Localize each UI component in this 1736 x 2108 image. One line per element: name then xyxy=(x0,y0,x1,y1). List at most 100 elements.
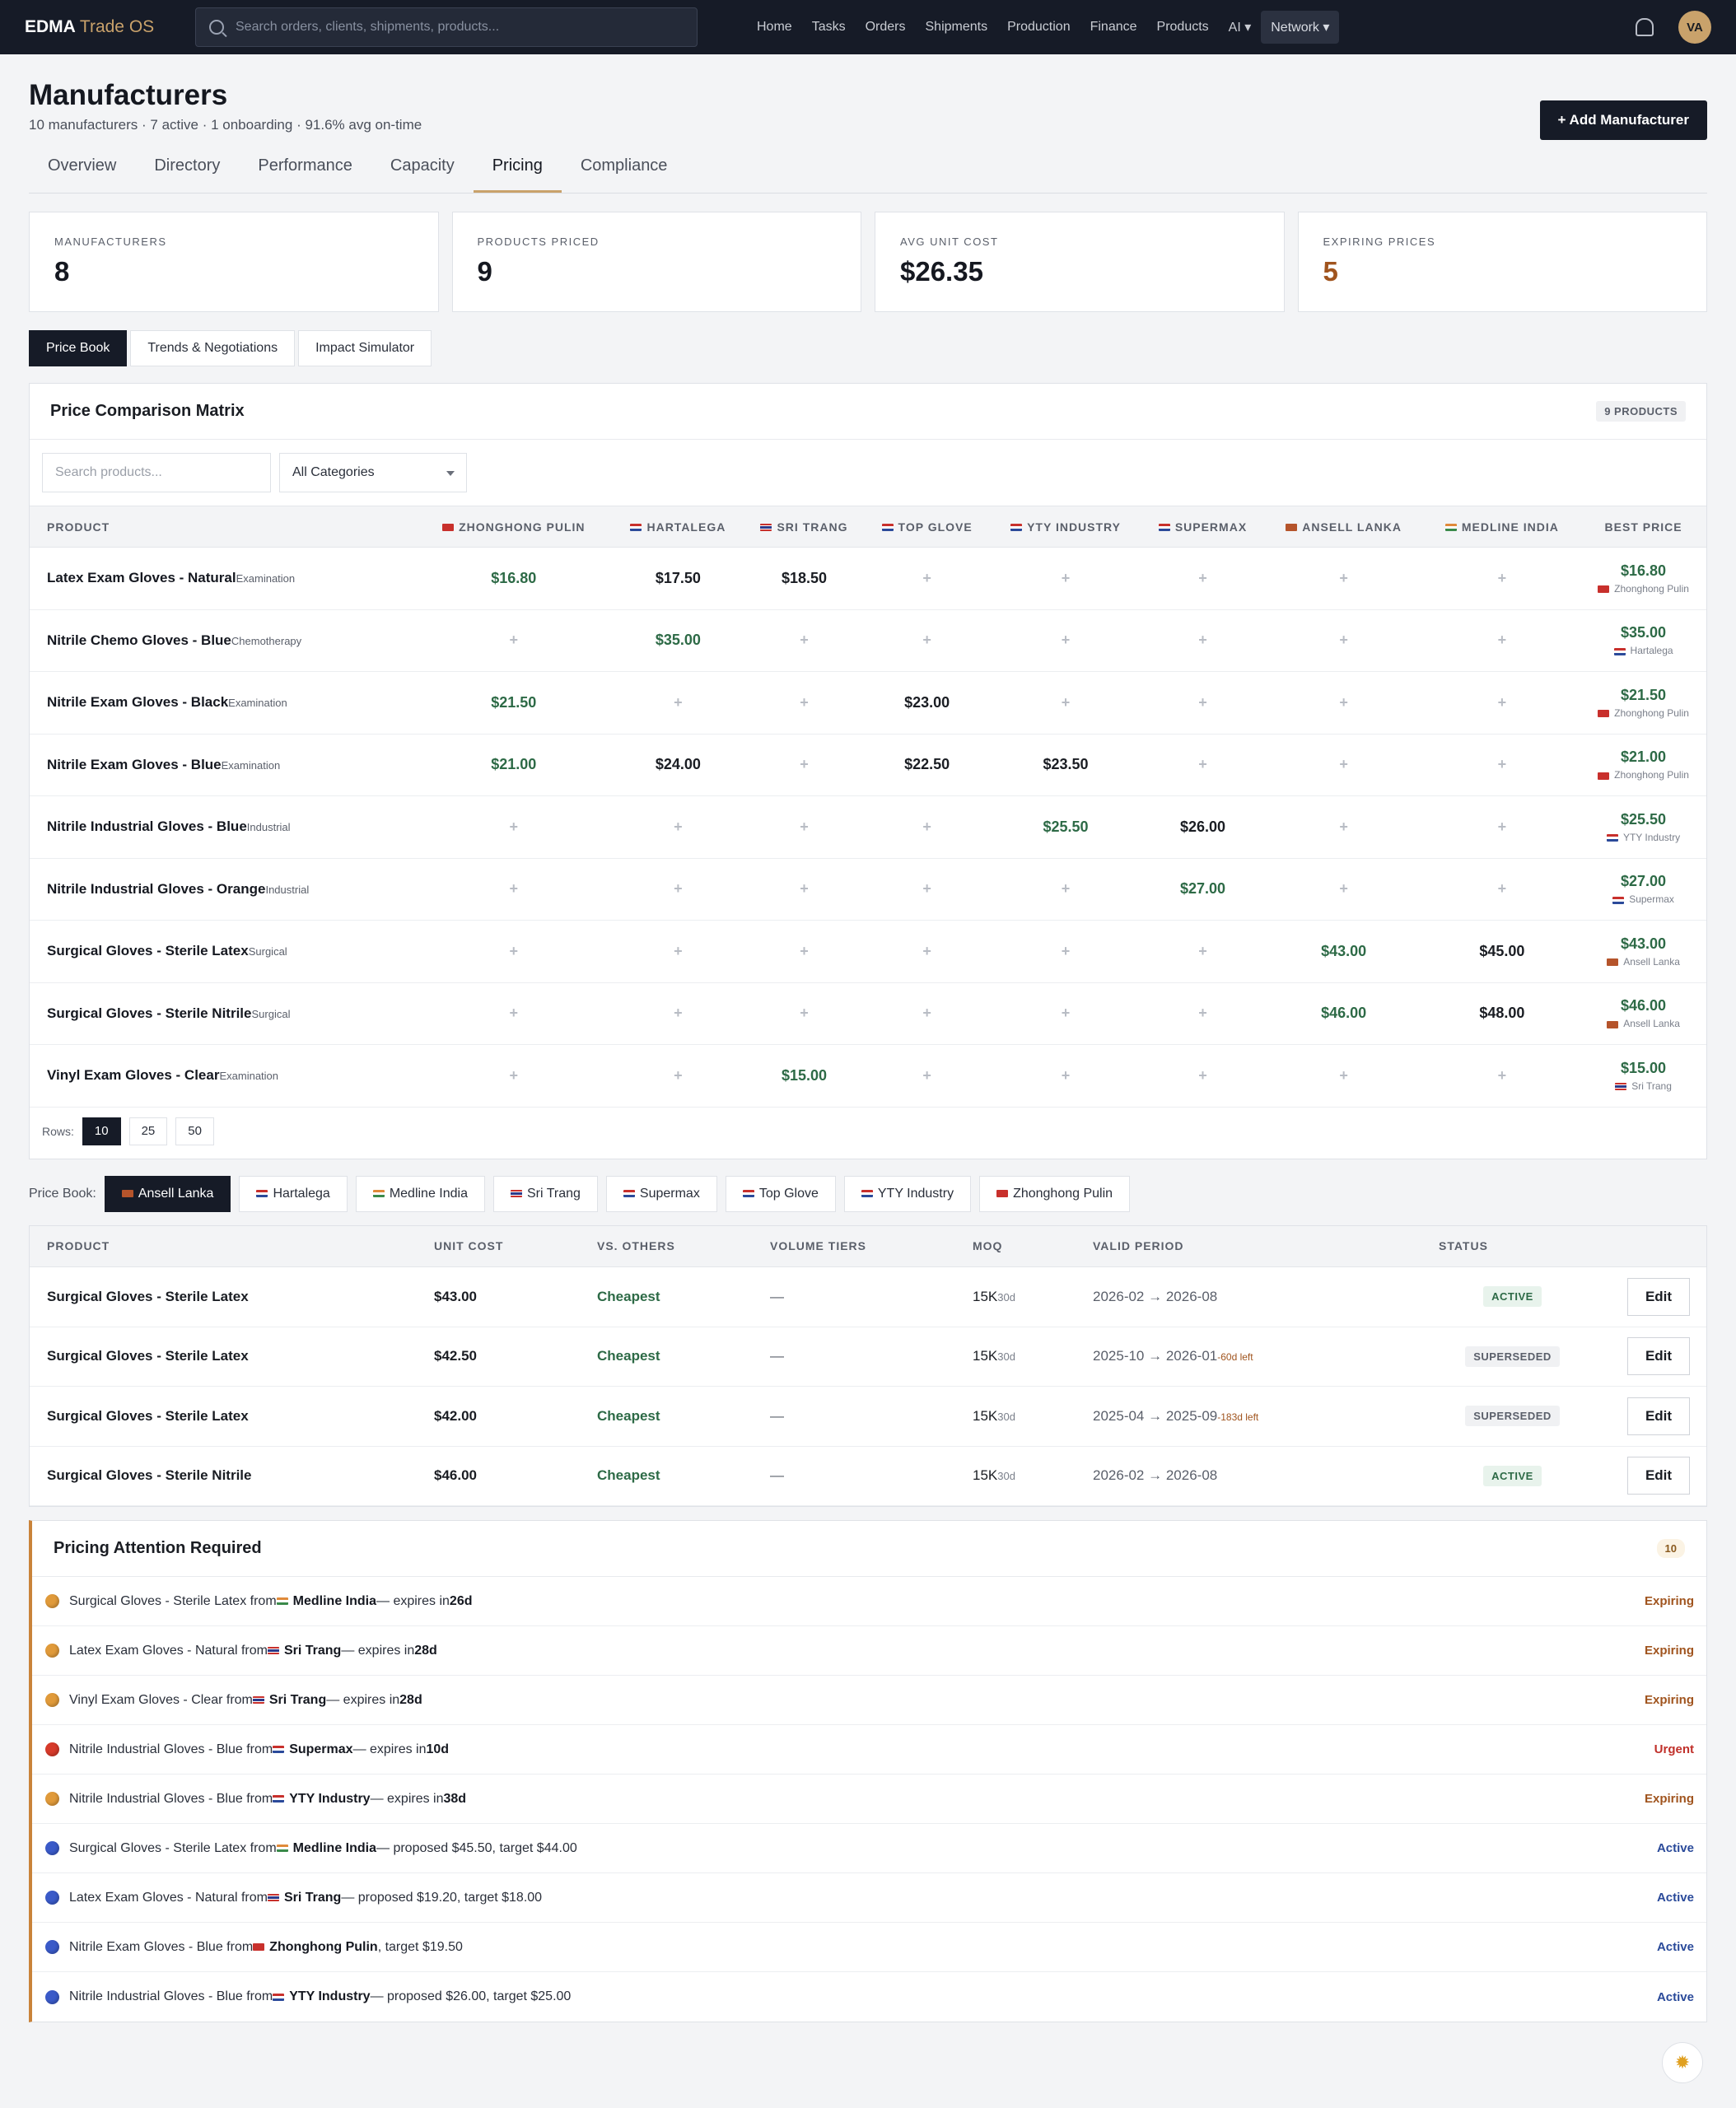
price-book-chip[interactable]: Ansell Lanka xyxy=(104,1175,231,1212)
matrix-empty-cell[interactable]: + xyxy=(415,609,613,672)
matrix-empty-cell[interactable]: + xyxy=(989,982,1142,1045)
matrix-price-cell[interactable]: $21.50 xyxy=(415,671,613,735)
nav-item-6[interactable]: Products xyxy=(1156,20,1209,34)
matrix-empty-cell[interactable]: + xyxy=(612,671,744,735)
matrix-empty-cell[interactable]: + xyxy=(1141,547,1264,610)
matrix-price-cell[interactable]: $15.00 xyxy=(744,1044,865,1108)
edit-button[interactable]: Edit xyxy=(1627,1457,1690,1495)
matrix-empty-cell[interactable]: + xyxy=(1423,547,1581,610)
rows-option-10[interactable]: 10 xyxy=(82,1117,121,1145)
category-select[interactable]: All Categories xyxy=(279,453,467,492)
add-manufacturer-button[interactable]: + Add Manufacturer xyxy=(1539,100,1707,140)
attention-item[interactable]: Vinyl Exam Gloves - Clear from Sri Trang… xyxy=(32,1676,1706,1725)
matrix-empty-cell[interactable]: + xyxy=(612,858,744,921)
subtab-1[interactable]: Trends & Negotiations xyxy=(130,330,296,366)
matrix-empty-cell[interactable]: + xyxy=(864,547,990,610)
nav-item-2[interactable]: Orders xyxy=(865,20,906,34)
matrix-empty-cell[interactable]: + xyxy=(989,609,1142,672)
matrix-empty-cell[interactable]: + xyxy=(744,982,865,1045)
matrix-empty-cell[interactable]: + xyxy=(1141,982,1264,1045)
global-search-input[interactable]: Search orders, clients, shipments, produ… xyxy=(195,7,698,47)
matrix-empty-cell[interactable]: + xyxy=(612,982,744,1045)
matrix-empty-cell[interactable]: + xyxy=(1141,920,1264,983)
price-book-chip[interactable]: Medline India xyxy=(355,1175,485,1212)
matrix-empty-cell[interactable]: + xyxy=(1423,671,1581,735)
attention-item[interactable]: Surgical Gloves - Sterile Latex from Med… xyxy=(32,1824,1706,1873)
matrix-price-cell[interactable]: $46.00 xyxy=(1263,982,1424,1045)
matrix-empty-cell[interactable]: + xyxy=(1141,609,1264,672)
matrix-empty-cell[interactable]: + xyxy=(1263,858,1424,921)
matrix-empty-cell[interactable]: + xyxy=(864,795,990,859)
attention-item[interactable]: Nitrile Industrial Gloves - Blue from YT… xyxy=(32,1972,1706,2022)
matrix-empty-cell[interactable]: + xyxy=(989,671,1142,735)
matrix-empty-cell[interactable]: + xyxy=(1141,734,1264,796)
matrix-empty-cell[interactable]: + xyxy=(1263,671,1424,735)
matrix-empty-cell[interactable]: + xyxy=(1423,734,1581,796)
tab-compliance[interactable]: Compliance xyxy=(580,156,668,175)
nav-item-1[interactable]: Tasks xyxy=(811,20,846,34)
matrix-empty-cell[interactable]: + xyxy=(744,858,865,921)
matrix-empty-cell[interactable]: + xyxy=(1141,671,1264,735)
matrix-empty-cell[interactable]: + xyxy=(415,982,613,1045)
price-book-chip[interactable]: Supermax xyxy=(605,1175,717,1212)
matrix-empty-cell[interactable]: + xyxy=(1423,1044,1581,1108)
price-book-chip[interactable]: Top Glove xyxy=(725,1175,836,1212)
matrix-price-cell[interactable]: $17.50 xyxy=(612,547,744,610)
tab-overview[interactable]: Overview xyxy=(48,156,117,175)
matrix-empty-cell[interactable]: + xyxy=(1141,1044,1264,1108)
matrix-price-cell[interactable]: $26.00 xyxy=(1141,795,1264,859)
matrix-price-cell[interactable]: $16.80 xyxy=(415,547,613,610)
matrix-price-cell[interactable]: $43.00 xyxy=(1263,920,1424,983)
subtab-2[interactable]: Impact Simulator xyxy=(298,330,432,366)
matrix-empty-cell[interactable]: + xyxy=(415,795,613,859)
matrix-empty-cell[interactable]: + xyxy=(415,858,613,921)
price-book-chip[interactable]: YTY Industry xyxy=(843,1175,972,1212)
matrix-price-cell[interactable]: $21.00 xyxy=(415,734,613,796)
matrix-empty-cell[interactable]: + xyxy=(744,734,865,796)
matrix-empty-cell[interactable]: + xyxy=(744,609,865,672)
matrix-empty-cell[interactable]: + xyxy=(1423,858,1581,921)
rows-option-50[interactable]: 50 xyxy=(175,1117,214,1145)
matrix-empty-cell[interactable]: + xyxy=(1263,547,1424,610)
attention-item[interactable]: Latex Exam Gloves - Natural from Sri Tra… xyxy=(32,1626,1706,1676)
matrix-price-cell[interactable]: $18.50 xyxy=(744,547,865,610)
matrix-price-cell[interactable]: $27.00 xyxy=(1141,858,1264,921)
matrix-empty-cell[interactable]: + xyxy=(744,671,865,735)
matrix-empty-cell[interactable]: + xyxy=(612,795,744,859)
matrix-empty-cell[interactable]: + xyxy=(1263,795,1424,859)
attention-item[interactable]: Latex Exam Gloves - Natural from Sri Tra… xyxy=(32,1873,1706,1923)
matrix-empty-cell[interactable]: + xyxy=(612,1044,744,1108)
matrix-price-cell[interactable]: $23.00 xyxy=(864,671,990,735)
matrix-empty-cell[interactable]: + xyxy=(744,920,865,983)
matrix-price-cell[interactable]: $22.50 xyxy=(864,734,990,796)
matrix-empty-cell[interactable]: + xyxy=(989,920,1142,983)
nav-item-8[interactable]: Network ▾ xyxy=(1261,11,1340,44)
matrix-price-cell[interactable]: $25.50 xyxy=(989,795,1142,859)
matrix-empty-cell[interactable]: + xyxy=(864,982,990,1045)
matrix-price-cell[interactable]: $24.00 xyxy=(612,734,744,796)
edit-button[interactable]: Edit xyxy=(1627,1277,1690,1316)
product-search-input[interactable]: Search products... xyxy=(42,453,271,492)
matrix-empty-cell[interactable]: + xyxy=(1263,734,1424,796)
matrix-empty-cell[interactable]: + xyxy=(1263,1044,1424,1108)
tab-capacity[interactable]: Capacity xyxy=(390,156,455,175)
attention-item[interactable]: Surgical Gloves - Sterile Latex from Med… xyxy=(32,1577,1706,1626)
price-book-chip[interactable]: Sri Trang xyxy=(492,1175,598,1212)
matrix-price-cell[interactable]: $45.00 xyxy=(1423,920,1581,983)
matrix-empty-cell[interactable]: + xyxy=(612,920,744,983)
avatar[interactable]: VA xyxy=(1678,11,1711,44)
sparkle-icon[interactable]: ✹ xyxy=(1662,2042,1703,2083)
tab-performance[interactable]: Performance xyxy=(258,156,352,175)
matrix-price-cell[interactable]: $23.50 xyxy=(989,734,1142,796)
price-book-chip[interactable]: Hartalega xyxy=(239,1175,348,1212)
attention-item[interactable]: Nitrile Exam Gloves - Blue from Zhonghon… xyxy=(32,1923,1706,1972)
matrix-empty-cell[interactable]: + xyxy=(864,858,990,921)
matrix-empty-cell[interactable]: + xyxy=(1423,795,1581,859)
tab-pricing[interactable]: Pricing xyxy=(473,156,562,193)
matrix-empty-cell[interactable]: + xyxy=(989,858,1142,921)
edit-button[interactable]: Edit xyxy=(1627,1337,1690,1376)
rows-option-25[interactable]: 25 xyxy=(128,1117,168,1145)
matrix-empty-cell[interactable]: + xyxy=(989,1044,1142,1108)
matrix-price-cell[interactable]: $35.00 xyxy=(612,609,744,672)
edit-button[interactable]: Edit xyxy=(1627,1397,1690,1435)
